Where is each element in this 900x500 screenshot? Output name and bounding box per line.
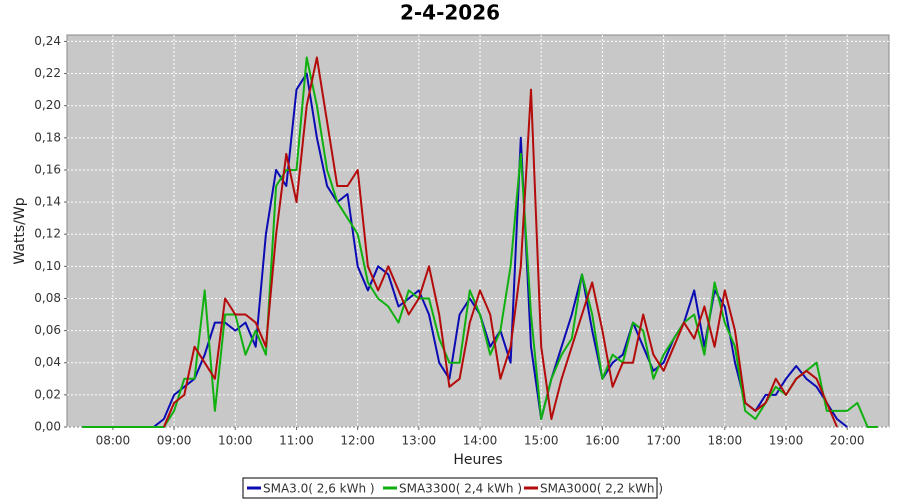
x-tick-label: 12:00 — [340, 434, 375, 448]
y-tick-label: 0,14 — [34, 195, 61, 209]
x-tick-label: 14:00 — [463, 434, 498, 448]
x-tick-label: 16:00 — [585, 434, 620, 448]
x-tick-label: 09:00 — [157, 434, 192, 448]
y-tick-label: 0,02 — [34, 387, 61, 401]
series-line — [82, 56, 878, 428]
x-tick-label: 13:00 — [402, 434, 437, 448]
x-tick-label: 10:00 — [218, 434, 253, 448]
y-tick-label: 0,00 — [34, 420, 61, 434]
x-tick-label: 17:00 — [646, 434, 681, 448]
x-tick-label: 18:00 — [708, 434, 743, 448]
legend-label: SMA3.0( 2,6 kWh ) — [263, 482, 375, 496]
series-line — [162, 56, 838, 428]
y-axis-label: Watts/Wp — [12, 197, 28, 264]
y-tick-label: 0,18 — [34, 130, 61, 144]
x-axis-label: Heures — [453, 452, 502, 468]
x-tick-label: 19:00 — [769, 434, 804, 448]
x-tick-label: 08:00 — [96, 434, 131, 448]
y-tick-label: 0,16 — [34, 162, 61, 176]
y-tick-label: 0,08 — [34, 291, 61, 305]
y-tick-label: 0,12 — [34, 227, 61, 241]
x-tick-label: 20:00 — [830, 434, 865, 448]
y-tick-label: 0,22 — [34, 66, 61, 80]
y-tick-label: 0,24 — [34, 34, 61, 48]
y-tick-label: 0,04 — [34, 355, 61, 369]
legend-label: SMA3300( 2,4 kWh ) — [399, 482, 522, 496]
y-tick-label: 0,06 — [34, 323, 61, 337]
legend-box — [242, 477, 658, 499]
legend-label: SMA3000( 2,2 kWh ) — [540, 482, 663, 496]
x-tick-label: 11:00 — [279, 434, 314, 448]
y-tick-label: 0,10 — [34, 259, 61, 273]
x-tick-label: 15:00 — [524, 434, 559, 448]
y-tick-label: 0,20 — [34, 98, 61, 112]
chart-title: 2-4-2026 — [400, 1, 500, 25]
